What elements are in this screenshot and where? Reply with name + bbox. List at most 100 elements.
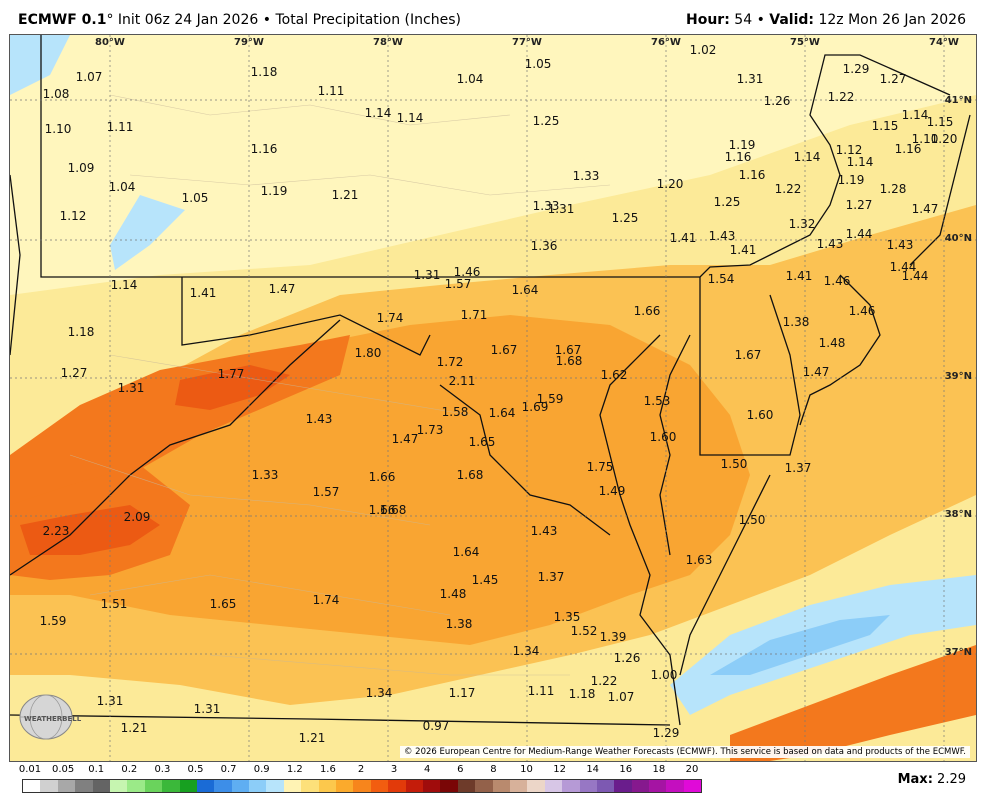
hour-value: 54 xyxy=(734,12,753,28)
precip-value: 1.66 xyxy=(369,503,396,517)
precip-value: 1.45 xyxy=(472,573,499,587)
legend-color-bar xyxy=(22,779,702,793)
precip-value: 1.41 xyxy=(190,286,217,300)
precip-value: 1.44 xyxy=(902,269,929,283)
legend-swatch xyxy=(544,780,563,792)
precip-value: 1.14 xyxy=(397,111,424,125)
legend-swatch xyxy=(666,780,684,792)
legend-swatch xyxy=(492,780,510,792)
legend-swatch xyxy=(370,780,389,792)
legend-tick-label: 4 xyxy=(424,764,431,775)
legend-swatch xyxy=(40,780,58,792)
precip-value: 1.16 xyxy=(725,150,752,164)
legend-swatch xyxy=(196,780,215,792)
precip-value: 1.50 xyxy=(721,457,748,471)
precip-value: 1.66 xyxy=(634,304,661,318)
precip-value: 1.58 xyxy=(442,405,469,419)
precip-value: 1.32 xyxy=(789,217,816,231)
precip-value: 1.51 xyxy=(101,597,128,611)
precip-value: 1.14 xyxy=(365,106,392,120)
latitude-label: 40°N xyxy=(945,233,972,244)
precip-value: 1.22 xyxy=(591,674,618,688)
precip-value: 1.48 xyxy=(440,587,467,601)
precip-value: 1.41 xyxy=(670,231,697,245)
legend-swatch xyxy=(266,780,284,792)
precip-value: 1.11 xyxy=(107,120,134,134)
hour-label: Hour xyxy=(686,12,725,28)
precip-value: 1.44 xyxy=(846,227,873,241)
precip-value: 1.00 xyxy=(651,668,678,682)
precip-value: 1.29 xyxy=(653,726,680,740)
model-name: ECMWF 0.1 xyxy=(18,12,107,28)
bullet-separator: • xyxy=(262,12,271,28)
precip-value: 1.10 xyxy=(912,132,939,146)
legend-swatch xyxy=(336,780,354,792)
precip-zone-red-offshore xyxy=(730,645,976,761)
precip-value: 1.49 xyxy=(599,484,626,498)
precip-value: 1.14 xyxy=(902,108,929,122)
precip-value: 1.31 xyxy=(118,381,145,395)
precip-value: 1.33 xyxy=(573,169,600,183)
precip-value: 1.18 xyxy=(68,325,95,339)
precipitation-map[interactable]: 80°W 79°W 78°W 77°W 76°W 75°W 74°W 41°N 40°N 39°… xyxy=(9,34,977,762)
precip-value: 1.27 xyxy=(61,366,88,380)
precip-value: 1.74 xyxy=(313,593,340,607)
precip-value: 1.67 xyxy=(555,343,582,357)
map-canvas: 80°W 79°W 78°W 77°W 76°W 75°W 74°W 41°N 40°N 39°… xyxy=(10,35,976,761)
precip-value: 1.05 xyxy=(525,57,552,71)
header: ECMWF 0.1° Init 06z 24 Jan 2026 • Total … xyxy=(0,0,984,34)
precip-value: 1.17 xyxy=(449,686,476,700)
delaware-border xyxy=(699,277,801,456)
legend-swatch xyxy=(614,780,632,792)
weatherbell-logo: WEATHERBELL xyxy=(14,689,106,745)
legend-swatch xyxy=(92,780,110,792)
latitude-label: 37°N xyxy=(945,647,972,658)
longitude-label: 80°W xyxy=(95,37,125,48)
precip-value: 1.22 xyxy=(828,90,855,104)
precip-value: 1.12 xyxy=(60,209,87,223)
precip-value: 1.19 xyxy=(729,138,756,152)
legend-swatch xyxy=(562,780,580,792)
legend-tick-label: 14 xyxy=(586,764,600,775)
legend-swatch xyxy=(405,780,423,792)
precip-zone-blue-west xyxy=(110,195,185,270)
state-borders xyxy=(10,35,971,726)
legend-tick-label: 1.2 xyxy=(286,764,303,775)
precip-value: 1.67 xyxy=(735,348,762,362)
precip-value: 1.65 xyxy=(210,597,237,611)
precip-value: 1.60 xyxy=(650,430,677,444)
precip-value: 1.18 xyxy=(569,687,596,701)
precip-value: 1.64 xyxy=(512,283,539,297)
precip-value: 1.25 xyxy=(533,114,560,128)
precip-value: 1.36 xyxy=(531,239,558,253)
precip-value: 1.25 xyxy=(612,211,639,225)
precip-value: 1.19 xyxy=(838,173,865,187)
precip-value: 1.34 xyxy=(513,644,540,658)
precip-value-labels: 1.07 1.08 1.10 1.11 1.09 1.04 1.12 1.05 1.18 1.11… xyxy=(40,43,958,745)
legend-swatch xyxy=(301,780,319,792)
precip-value: 1.05 xyxy=(182,191,209,205)
precip-value: 1.31 xyxy=(414,268,441,282)
precip-value: 1.50 xyxy=(739,513,766,527)
precip-value: 1.46 xyxy=(824,274,851,288)
precip-value: 2.09 xyxy=(124,510,151,524)
latitude-label: 41°N xyxy=(945,95,972,106)
legend-tick-label: 0.7 xyxy=(220,764,237,775)
svg-text:WEATHERBELL: WEATHERBELL xyxy=(24,715,82,723)
precip-value: 1.31 xyxy=(737,72,764,86)
legend-tick-label: 20 xyxy=(685,764,699,775)
precip-zone-blue-offshore-core xyxy=(710,615,890,675)
legend-swatch xyxy=(388,780,406,792)
chesapeake-bay-east xyxy=(659,334,691,556)
legend-swatch xyxy=(579,780,597,792)
legend-tick-label: 3 xyxy=(390,764,398,775)
lat-lon-grid xyxy=(10,35,976,761)
precip-value: 1.37 xyxy=(538,570,565,584)
precip-value: 1.21 xyxy=(299,731,326,745)
degree-mark: ° xyxy=(106,12,114,28)
legend-swatch xyxy=(249,780,267,792)
precip-value: 1.80 xyxy=(355,346,382,360)
precip-value: 1.16 xyxy=(739,168,766,182)
potomac-river xyxy=(439,384,611,536)
legend-tick-label: 18 xyxy=(652,764,666,775)
